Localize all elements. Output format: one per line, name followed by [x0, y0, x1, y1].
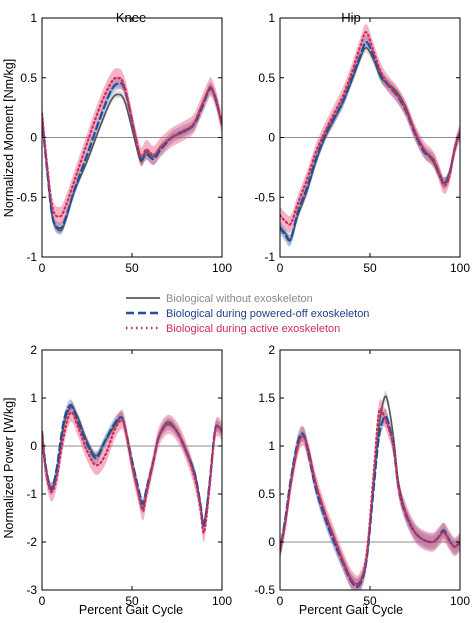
- hip-power-x-tick-label: 0: [277, 594, 284, 608]
- knee-moment-x-tick-label: 0: [39, 261, 46, 275]
- knee-power-plot-area: [42, 399, 222, 543]
- knee-power-series-active: [42, 411, 222, 534]
- legend-label-without: Biological without exoskeleton: [166, 293, 313, 305]
- knee-moment-x-tick-label: 50: [125, 261, 139, 275]
- hip-power-band-without: [280, 390, 460, 590]
- hip-power-x-tick-label: 100: [450, 594, 470, 608]
- knee-power-band-active: [42, 402, 222, 543]
- hip-moment-y-tick-label: 0.5: [258, 71, 275, 85]
- power-y-axis-label: Normalized Power [W/kg]: [2, 397, 16, 538]
- hip-moment-series-without: [280, 47, 460, 241]
- knee-moment-y-tick-label: -1: [26, 250, 37, 264]
- hip-power-y-tick-label: -0.5: [254, 583, 275, 597]
- hip-power-band-powered-off: [280, 408, 460, 590]
- knee-moment-x-tick-label: 100: [212, 261, 232, 275]
- hip-power-y-tick-label: 0: [268, 535, 275, 549]
- hip-moment-plot-area: [280, 23, 460, 247]
- legend: Biological without exoskeleton Biologica…: [126, 293, 369, 335]
- knee-power-y-tick-label: 0: [30, 439, 37, 453]
- hip-power-series-active: [280, 407, 460, 587]
- hip-moment-band-powered-off: [280, 35, 460, 247]
- knee-power-y-tick-label: -2: [26, 535, 37, 549]
- legend-label-powered-off: Biological during powered-off exoskeleto…: [166, 308, 369, 320]
- hip-power-axes-frame: [279, 349, 461, 591]
- knee-power-series-powered-off: [42, 404, 222, 527]
- panels: 0 50 100-1-0.500.510 50 100-1-0.500.510 50 100…: [16, 11, 470, 608]
- knee-power-x-tick-label: 50: [125, 594, 139, 608]
- knee-moment-series-active: [42, 76, 222, 218]
- hip-power-x-tick-label: 50: [363, 594, 377, 608]
- hip-moment-y-tick-label: -0.5: [254, 190, 275, 204]
- hip-moment-series-powered-off: [280, 40, 460, 242]
- hip-moment-y-tick-label: 0: [268, 131, 275, 145]
- hip-moment-panel: 0 50 100 -1 -0.5 0 0.5 1: [254, 11, 470, 275]
- moment-y-axis-label: Normalized Moment [Nm/kg]: [2, 59, 16, 217]
- knee-power-panel: 0 50 100 -3 -2 -1 0 1 2: [26, 343, 232, 608]
- knee-moment-y-tick-label: 0: [30, 131, 37, 145]
- hip-power-panel: 0 50 100-0.500.511.52: [254, 343, 470, 608]
- hip-power-y-tick-label: 1: [268, 439, 275, 453]
- hip-power-x-axis-label: Percent Gait Cycle: [299, 603, 403, 617]
- knee-power-y-tick-label: 1: [30, 391, 37, 405]
- hip-moment-band-without: [280, 43, 460, 245]
- hip-moment-y-tick-label: -1: [264, 250, 275, 264]
- knee-moment-y-tick-label: 0.5: [20, 71, 37, 85]
- hip-power-y-tick-label: 2: [268, 343, 275, 357]
- knee-moment-series-powered-off: [42, 81, 222, 230]
- hip-power-series-without: [280, 395, 460, 585]
- hip-power-y-tick-label: 1.5: [258, 391, 275, 405]
- knee-moment-plot-area: [42, 68, 222, 235]
- knee-power-y-tick-label: 2: [30, 343, 37, 357]
- knee-moment-y-tick-label: 1: [30, 11, 37, 25]
- hip-power-y-tick-label: 0.5: [258, 487, 275, 501]
- hip-moment-y-tick-label: 1: [268, 11, 275, 25]
- hip-power-band-active: [280, 399, 460, 590]
- knee-moment-y-tick-label: -0.5: [16, 190, 37, 204]
- knee-moment-panel: 0 50 100 -1 -0.5 0 0.5 1: [16, 11, 232, 275]
- knee-moment-band-active: [42, 68, 222, 227]
- hip-power-plot-area: [280, 390, 460, 590]
- legend-label-active: Biological during active exoskeleton: [166, 323, 340, 335]
- knee-power-y-tick-label: -1: [26, 487, 37, 501]
- knee-power-y-tick-label: -3: [26, 583, 37, 597]
- hip-moment-x-tick-label: 100: [450, 261, 470, 275]
- knee-power-x-axis-label: Percent Gait Cycle: [79, 603, 183, 617]
- hip-moment-x-tick-label: 0: [277, 261, 284, 275]
- hip-moment-x-tick-label: 50: [363, 261, 377, 275]
- knee-power-x-tick-label: 100: [212, 594, 232, 608]
- hip-moment-series-active: [280, 31, 460, 226]
- knee-power-x-tick-label: 0: [39, 594, 46, 608]
